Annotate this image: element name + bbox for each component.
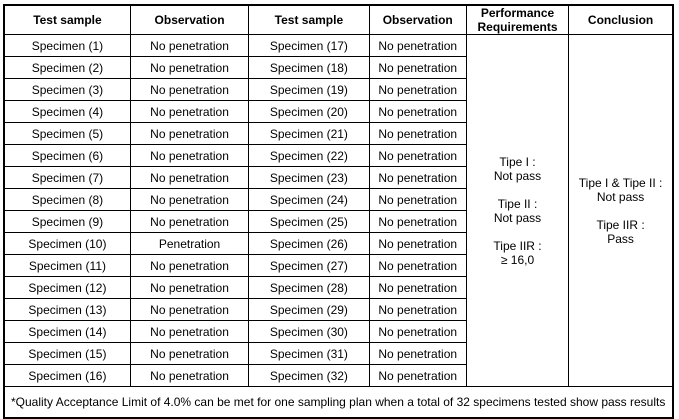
observation-cell-right: No penetration: [368, 320, 467, 343]
header-test-sample-right: Test sample: [248, 4, 370, 35]
test-sample-cell-left: Specimen (15): [3, 342, 131, 365]
observation-cell-left: No penetration: [129, 320, 250, 343]
table-row: Specimen (6) No penetration Specimen (22…: [3, 144, 673, 167]
test-sample-cell-left: Specimen (6): [3, 144, 131, 167]
test-sample-cell-right: Specimen (26): [248, 232, 370, 255]
test-sample-cell-left: Specimen (4): [3, 100, 131, 123]
table-row: Specimen (8) No penetration Specimen (24…: [3, 188, 673, 211]
table-row: Specimen (7) No penetration Specimen (23…: [3, 166, 673, 189]
observation-cell-right: No penetration: [368, 342, 467, 365]
test-sample-cell-right: Specimen (29): [248, 298, 370, 321]
observation-cell-right: No penetration: [368, 78, 467, 101]
observation-cell-left: No penetration: [129, 298, 250, 321]
observation-cell-left: No penetration: [129, 276, 250, 299]
observation-cell-right: No penetration: [368, 254, 467, 277]
observation-cell-left: No penetration: [129, 188, 250, 211]
observation-cell-right: No penetration: [368, 144, 467, 167]
test-sample-cell-left: Specimen (3): [3, 78, 131, 101]
conclusion-cell: Tipe I & Tipe II : Not pass Tipe IIR : P…: [568, 34, 674, 387]
table-body: Specimen (1) No penetration Specimen (17…: [3, 34, 674, 387]
observation-cell-right: No penetration: [368, 232, 467, 255]
header-observation-left: Observation: [129, 4, 250, 35]
table-row: Specimen (11) No penetration Specimen (2…: [3, 254, 673, 277]
test-sample-cell-left: Specimen (7): [3, 166, 131, 189]
performance-requirements-cell: Tipe I : Not pass Tipe II : Not pass Tip…: [465, 34, 570, 387]
header-performance-requirements: Performance Requirements: [465, 4, 570, 35]
test-sample-cell-right: Specimen (32): [248, 364, 370, 387]
observation-cell-left: No penetration: [129, 166, 250, 189]
table-row: Specimen (15) No penetration Specimen (3…: [3, 342, 673, 365]
observation-cell-left: No penetration: [129, 100, 250, 123]
header-row: Test sample Observation Test sample Obse…: [3, 4, 674, 35]
test-sample-cell-right: Specimen (21): [248, 122, 370, 145]
test-sample-cell-left: Specimen (10): [3, 232, 131, 255]
observation-cell-left: No penetration: [129, 210, 250, 233]
test-sample-cell-right: Specimen (31): [248, 342, 370, 365]
test-sample-cell-right: Specimen (24): [248, 188, 370, 211]
test-results-table: Test sample Observation Test sample Obse…: [3, 4, 674, 419]
test-sample-cell-left: Specimen (13): [3, 298, 131, 321]
test-sample-cell-left: Specimen (5): [3, 122, 131, 145]
test-sample-cell-left: Specimen (14): [3, 320, 131, 343]
observation-cell-right: No penetration: [368, 100, 467, 123]
observation-cell-left: No penetration: [129, 144, 250, 167]
footnote-row: *Quality Acceptance Limit of 4.0% can be…: [3, 386, 674, 419]
header-test-sample-left: Test sample: [3, 4, 131, 35]
test-sample-cell-right: Specimen (18): [248, 56, 370, 79]
table-row: Specimen (10) Penetration Specimen (26) …: [3, 232, 673, 255]
table-row: Specimen (16) No penetration Specimen (3…: [3, 364, 673, 387]
observation-cell-left: Penetration: [129, 232, 250, 255]
observation-cell-left: No penetration: [129, 56, 250, 79]
footnote-text: *Quality Acceptance Limit of 4.0% can be…: [3, 386, 674, 419]
observation-cell-left: No penetration: [129, 364, 250, 387]
table-footer: *Quality Acceptance Limit of 4.0% can be…: [3, 386, 674, 419]
observation-cell-right: No penetration: [368, 364, 467, 387]
table-row: Specimen (1) No penetration Specimen (17…: [3, 34, 674, 387]
observation-cell-left: No penetration: [129, 78, 250, 101]
observation-cell-left: No penetration: [129, 34, 250, 57]
test-sample-cell-right: Specimen (22): [248, 144, 370, 167]
header-observation-right: Observation: [368, 4, 467, 35]
observation-cell-right: No penetration: [368, 122, 467, 145]
test-sample-cell-left: Specimen (9): [3, 210, 131, 233]
test-sample-cell-right: Specimen (19): [248, 78, 370, 101]
observation-cell-right: No penetration: [368, 210, 467, 233]
test-sample-cell-left: Specimen (12): [3, 276, 131, 299]
observation-cell-left: No penetration: [129, 342, 250, 365]
observation-cell-right: No penetration: [368, 56, 467, 79]
test-sample-cell-left: Specimen (8): [3, 188, 131, 211]
observation-cell-right: No penetration: [368, 166, 467, 189]
test-sample-cell-right: Specimen (27): [248, 254, 370, 277]
test-sample-cell-left: Specimen (2): [3, 56, 131, 79]
observation-cell-right: No penetration: [368, 34, 467, 57]
header-conclusion: Conclusion: [568, 4, 674, 35]
table-row: Specimen (13) No penetration Specimen (2…: [3, 298, 673, 321]
test-sample-cell-left: Specimen (1): [3, 34, 131, 57]
observation-cell-right: No penetration: [368, 188, 467, 211]
observation-cell-right: No penetration: [368, 298, 467, 321]
test-sample-cell-right: Specimen (30): [248, 320, 370, 343]
test-sample-cell-right: Specimen (25): [248, 210, 370, 233]
observation-cell-left: No penetration: [129, 122, 250, 145]
test-sample-cell-left: Specimen (16): [3, 364, 131, 387]
test-sample-cell-left: Specimen (11): [3, 254, 131, 277]
observation-cell-left: No penetration: [129, 254, 250, 277]
observation-cell-right: No penetration: [368, 276, 467, 299]
table-header: Test sample Observation Test sample Obse…: [3, 4, 674, 35]
test-sample-cell-right: Specimen (20): [248, 100, 370, 123]
table-row: Specimen (4) No penetration Specimen (20…: [3, 100, 673, 123]
test-sample-cell-right: Specimen (23): [248, 166, 370, 189]
test-sample-cell-right: Specimen (17): [248, 34, 370, 57]
test-sample-cell-right: Specimen (28): [248, 276, 370, 299]
table-row: Specimen (5) No penetration Specimen (21…: [3, 122, 673, 145]
